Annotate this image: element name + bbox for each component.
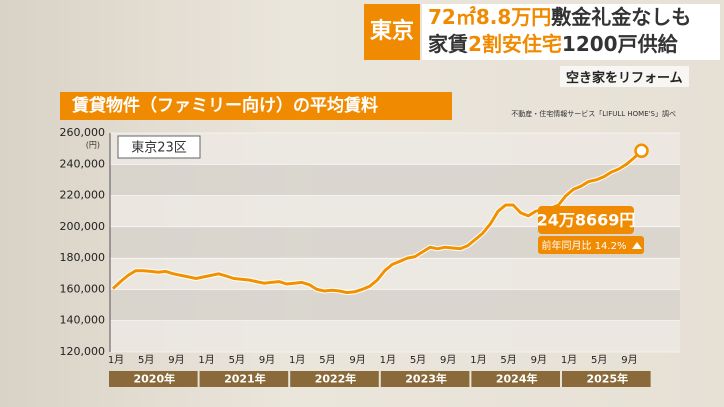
x-tick-label: 9月 xyxy=(621,354,637,366)
year-box xyxy=(562,371,651,387)
region-box xyxy=(117,135,201,159)
chart-title: 賃貸物件（ファミリー向け）の平均賃料 xyxy=(71,95,378,116)
y-tick-label: 260,000 xyxy=(60,126,106,139)
x-tick-label: 1月 xyxy=(380,354,396,366)
x-tick-label: 5月 xyxy=(410,354,426,366)
x-tick-label: 1月 xyxy=(108,354,124,366)
year-label: 2025年 xyxy=(586,372,628,386)
x-tick-label: 5月 xyxy=(591,354,607,366)
x-tick-label: 9月 xyxy=(440,354,456,366)
title-box xyxy=(60,92,452,120)
year-label: 2021年 xyxy=(224,372,266,386)
x-tick-label: 5月 xyxy=(229,354,245,366)
year-box xyxy=(290,371,379,387)
headline: 72㎡8.8万円敷金礼金なしも 家賃2割安住宅1200戸供給 xyxy=(422,4,720,60)
band xyxy=(110,289,680,321)
end-point xyxy=(634,143,649,158)
end-label: 24万8669円 xyxy=(537,211,636,230)
x-tick-label: 9月 xyxy=(531,354,547,366)
year-box xyxy=(380,371,470,387)
headline-text: 家賃 xyxy=(428,32,468,56)
x-tick-label: 1月 xyxy=(470,354,486,366)
x-tick-label: 5月 xyxy=(500,354,516,366)
source: 不動産・住宅情報サービス「LIFULL HOME'S」調べ xyxy=(511,109,676,118)
headline-text: 1200戸供給 xyxy=(561,32,678,56)
x-tick-label: 1月 xyxy=(289,354,305,366)
year-label: 2020年 xyxy=(133,372,175,386)
subtitle: 空き家をリフォーム xyxy=(560,66,689,87)
y-tick-label: 140,000 xyxy=(60,314,106,327)
year-box xyxy=(199,371,289,387)
end-label-box xyxy=(538,206,634,234)
y-tick-label: 240,000 xyxy=(60,157,106,170)
year-box xyxy=(109,371,198,387)
x-tick-label: 1月 xyxy=(561,354,577,366)
region-label: 東京23区 xyxy=(131,140,187,156)
y-tick-label: 160,000 xyxy=(60,282,106,295)
band xyxy=(110,164,680,196)
y-tick-label: 220,000 xyxy=(60,189,106,202)
band xyxy=(110,133,680,165)
change-box xyxy=(538,236,644,254)
y-tick-label: 120,000 xyxy=(60,345,106,358)
up-arrow xyxy=(632,242,642,249)
change-label: 前年同月比 14.2% xyxy=(542,239,627,252)
y-unit: (円) xyxy=(86,141,100,150)
year-label: 2023年 xyxy=(405,372,447,386)
year-box xyxy=(471,371,560,387)
headline-text: 2割安住宅 xyxy=(468,32,562,56)
year-label: 2024年 xyxy=(496,372,538,386)
x-tick-label: 1月 xyxy=(198,354,214,366)
badge: 東京 xyxy=(364,4,420,60)
x-tick-label: 5月 xyxy=(319,354,335,366)
y-tick-label: 200,000 xyxy=(60,220,106,233)
y-tick-label: 180,000 xyxy=(60,251,106,264)
headline-text: 敷金礼金なしも xyxy=(551,5,692,29)
x-tick-label: 9月 xyxy=(349,354,365,366)
headline-text: 72㎡8.8万円 xyxy=(428,5,552,29)
band xyxy=(110,320,680,352)
x-tick-label: 5月 xyxy=(138,354,154,366)
x-tick-label: 9月 xyxy=(168,354,184,366)
x-tick-label: 9月 xyxy=(259,354,275,366)
year-label: 2022年 xyxy=(315,372,357,386)
